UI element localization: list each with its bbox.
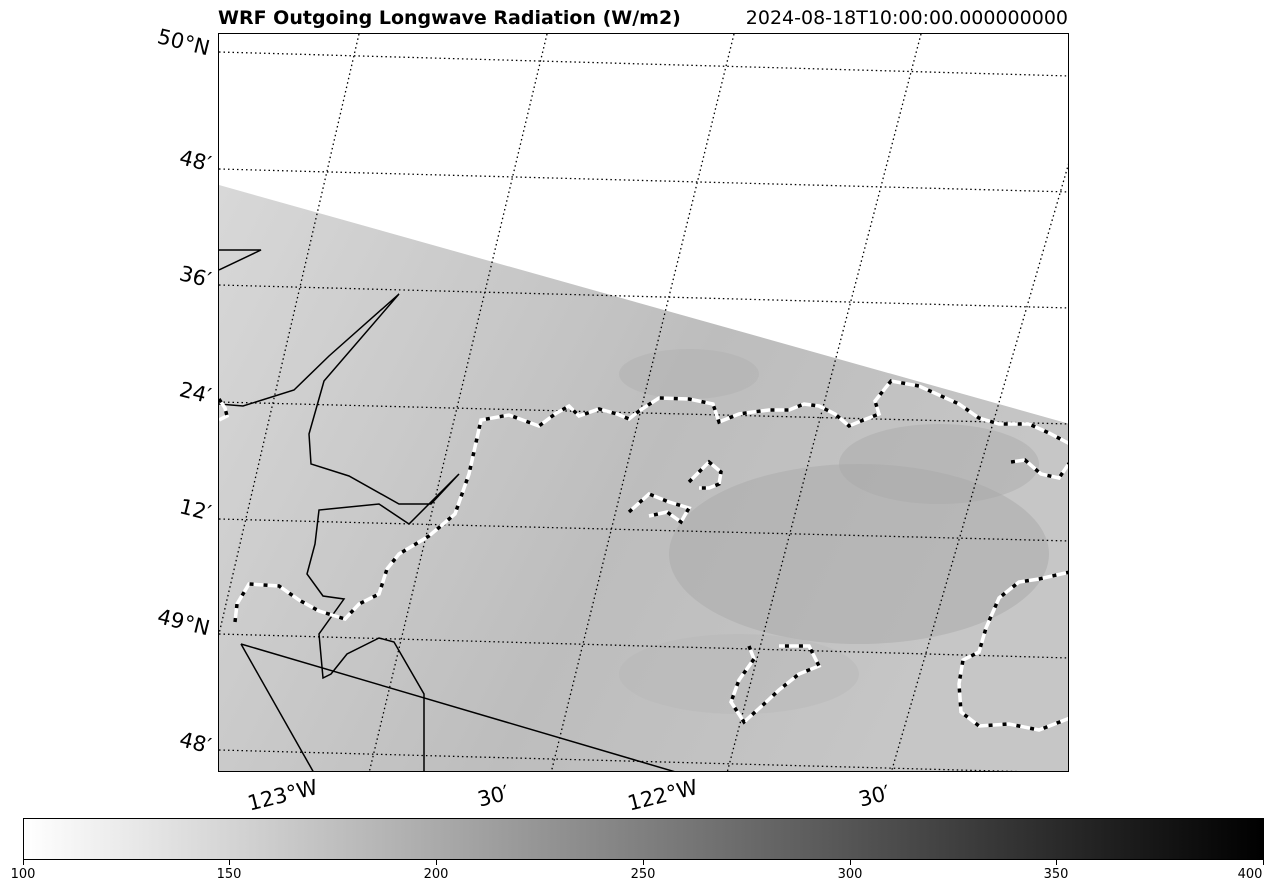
colorbar bbox=[23, 818, 1264, 860]
lat-label-49n: 49°N bbox=[155, 604, 213, 641]
colorbar-tick bbox=[1056, 860, 1057, 865]
colorbar-tick bbox=[436, 860, 437, 865]
map-title: WRF Outgoing Longwave Radiation (W/m2) bbox=[218, 7, 681, 29]
longitude-gridlines bbox=[219, 34, 1068, 771]
dark-patch bbox=[619, 349, 759, 399]
dark-patch bbox=[839, 424, 1039, 504]
colorbar-label-150: 150 bbox=[216, 867, 242, 882]
colorbar-tick bbox=[1263, 860, 1264, 865]
colorbar-label-400: 400 bbox=[1237, 867, 1263, 882]
lat-label-24: 24′ bbox=[177, 377, 214, 409]
lon-label-123w: 123°W bbox=[245, 775, 321, 816]
colorbar-label-350: 350 bbox=[1043, 867, 1069, 882]
colorbar-label-100: 100 bbox=[10, 867, 36, 882]
border-lines bbox=[219, 249, 675, 771]
colorbar-label-200: 200 bbox=[423, 867, 449, 882]
dark-patch bbox=[619, 634, 859, 714]
lon-label-30a: 30′ bbox=[475, 780, 512, 812]
colorbar-label-250: 250 bbox=[630, 867, 656, 882]
map-panel[interactable] bbox=[218, 33, 1069, 772]
lat-label-36: 36′ bbox=[177, 261, 214, 293]
lon-label-122w: 122°W bbox=[625, 775, 701, 816]
colorbar-tick bbox=[23, 860, 24, 865]
lat-label-48: 48′ bbox=[177, 145, 214, 177]
colorbar-tick bbox=[850, 860, 851, 865]
map-timestamp: 2024-08-18T10:00:00.000000000 bbox=[745, 7, 1068, 29]
colorbar-label-300: 300 bbox=[837, 867, 863, 882]
lon-label-30b: 30′ bbox=[856, 780, 893, 812]
dark-patch bbox=[669, 464, 1049, 644]
coastline bbox=[219, 379, 1068, 732]
map-canvas bbox=[219, 34, 1068, 771]
lat-label-50n: 50°N bbox=[155, 24, 213, 61]
colorbar-tick bbox=[643, 860, 644, 865]
lat-label-48b: 48′ bbox=[177, 727, 214, 759]
lat-label-12: 12′ bbox=[177, 494, 214, 526]
colorbar-tick bbox=[229, 860, 230, 865]
